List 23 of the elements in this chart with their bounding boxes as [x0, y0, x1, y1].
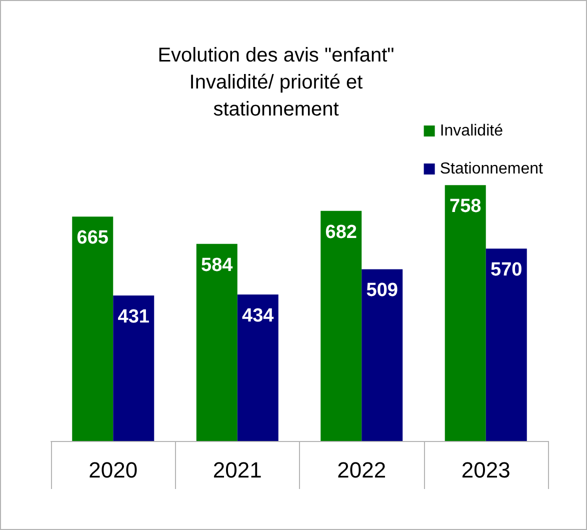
legend-label: Invalidité: [440, 122, 504, 140]
data-label: 431: [118, 306, 150, 328]
bar: [237, 294, 278, 441]
data-label: 758: [450, 196, 482, 218]
data-label: 584: [201, 254, 234, 276]
data-label: 509: [366, 280, 398, 302]
data-label: 682: [325, 222, 357, 243]
legend-label: Stationnement: [440, 160, 544, 178]
bar: [444, 185, 486, 441]
bar: [72, 216, 114, 441]
x-tick-label: 2020: [88, 458, 138, 482]
bar: [362, 269, 403, 441]
bar: [486, 248, 527, 441]
chart-title: Evolution des avis "enfant" Invalidité/ priorité et stationnement: [158, 44, 394, 120]
x-tick-label: 2021: [212, 458, 262, 482]
data-label: 570: [490, 260, 522, 281]
bar: [320, 210, 362, 441]
data-label: 434: [242, 306, 274, 327]
data-label: 665: [76, 228, 109, 249]
bar: [196, 244, 238, 441]
x-tick-label: 2023: [461, 458, 510, 482]
x-tick-label: 2022: [337, 458, 386, 482]
bar: [113, 296, 154, 441]
